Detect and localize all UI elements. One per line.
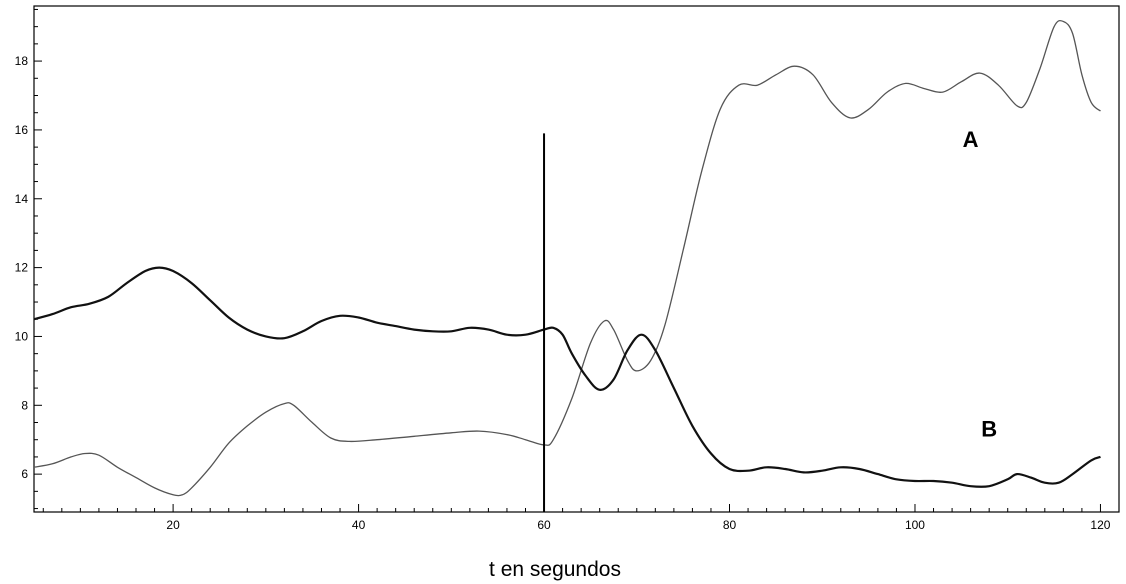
x-tick-label: 60 — [537, 518, 551, 532]
series-label-b: B — [981, 416, 997, 441]
x-tick-label: 40 — [352, 518, 366, 532]
x-tick-label: 100 — [905, 518, 925, 532]
series-line-a — [33, 19, 1101, 497]
axis-ticks: 20 40 60 80 100 120 6 8 10 12 14 16 18 — [15, 8, 1111, 532]
series-label-a: A — [963, 127, 979, 152]
x-tick-label: 20 — [166, 518, 180, 532]
y-tick-label: 18 — [15, 54, 29, 68]
y-tick-label: 10 — [15, 329, 29, 343]
y-tick-label: 16 — [15, 123, 29, 137]
plot-frame — [33, 5, 1120, 513]
x-tick-label: 120 — [1090, 518, 1110, 532]
series-layer — [33, 19, 1101, 497]
x-axis-label: t en segundos — [489, 558, 621, 581]
y-tick-label: 12 — [15, 261, 29, 275]
x-tick-label: 80 — [723, 518, 737, 532]
y-tick-label: 8 — [21, 398, 28, 412]
y-tick-label: 14 — [15, 192, 29, 206]
series-line-b — [33, 266, 1101, 488]
series-annotations: AB — [963, 127, 997, 441]
y-tick-label: 6 — [21, 467, 28, 481]
